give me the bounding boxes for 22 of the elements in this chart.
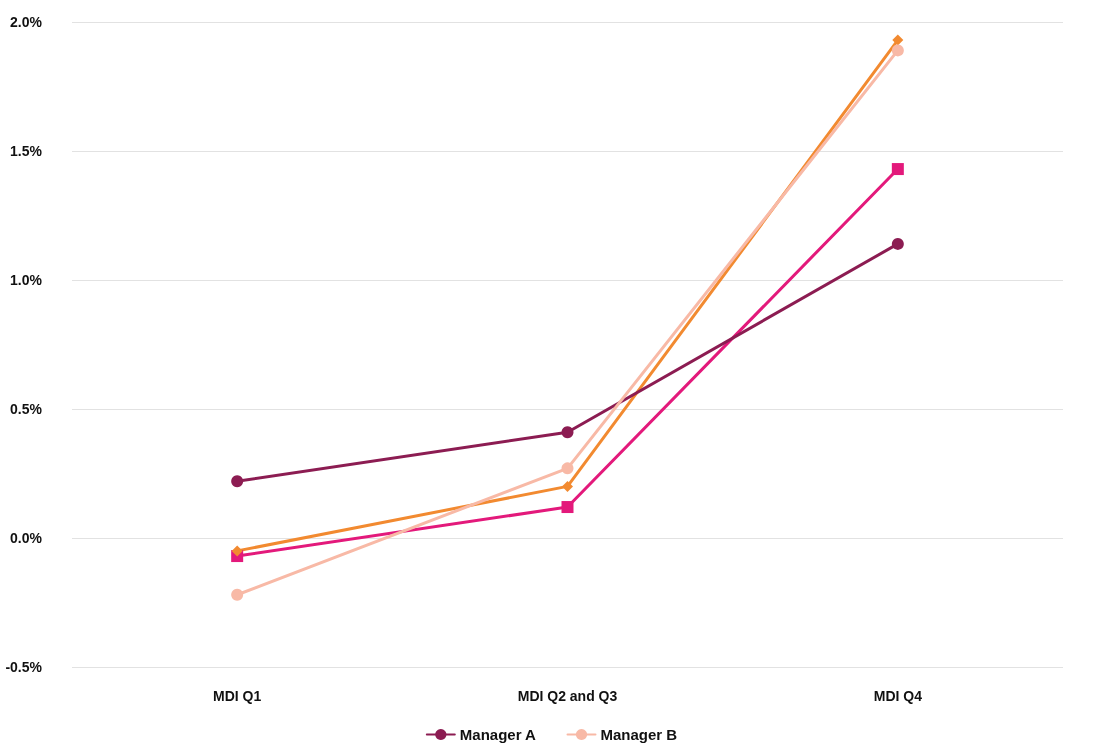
point	[231, 475, 244, 488]
x-tick-label: MDI Q2 and Q3	[517, 688, 618, 704]
point	[561, 462, 574, 475]
point	[231, 588, 244, 601]
y-tick-label: 2.0%	[10, 14, 43, 30]
point	[562, 480, 573, 492]
point	[891, 237, 904, 250]
y-tick-label: -0.5%	[5, 659, 43, 675]
point	[561, 426, 574, 439]
point	[892, 34, 904, 46]
point	[891, 44, 904, 57]
legend-label: Manager B	[600, 726, 678, 743]
legend-label: Manager A	[459, 726, 537, 743]
y-tick-label: 1.5%	[10, 143, 43, 159]
point	[891, 163, 904, 176]
point	[231, 545, 243, 557]
x-tick-label: MDI Q1	[213, 688, 262, 704]
x-tick-label: MDI Q4	[873, 688, 923, 704]
y-tick-label: 0.0%	[10, 530, 43, 546]
y-tick-label: 1.0%	[10, 272, 43, 288]
y-tick-label: 0.5%	[10, 401, 43, 417]
point	[561, 501, 574, 514]
